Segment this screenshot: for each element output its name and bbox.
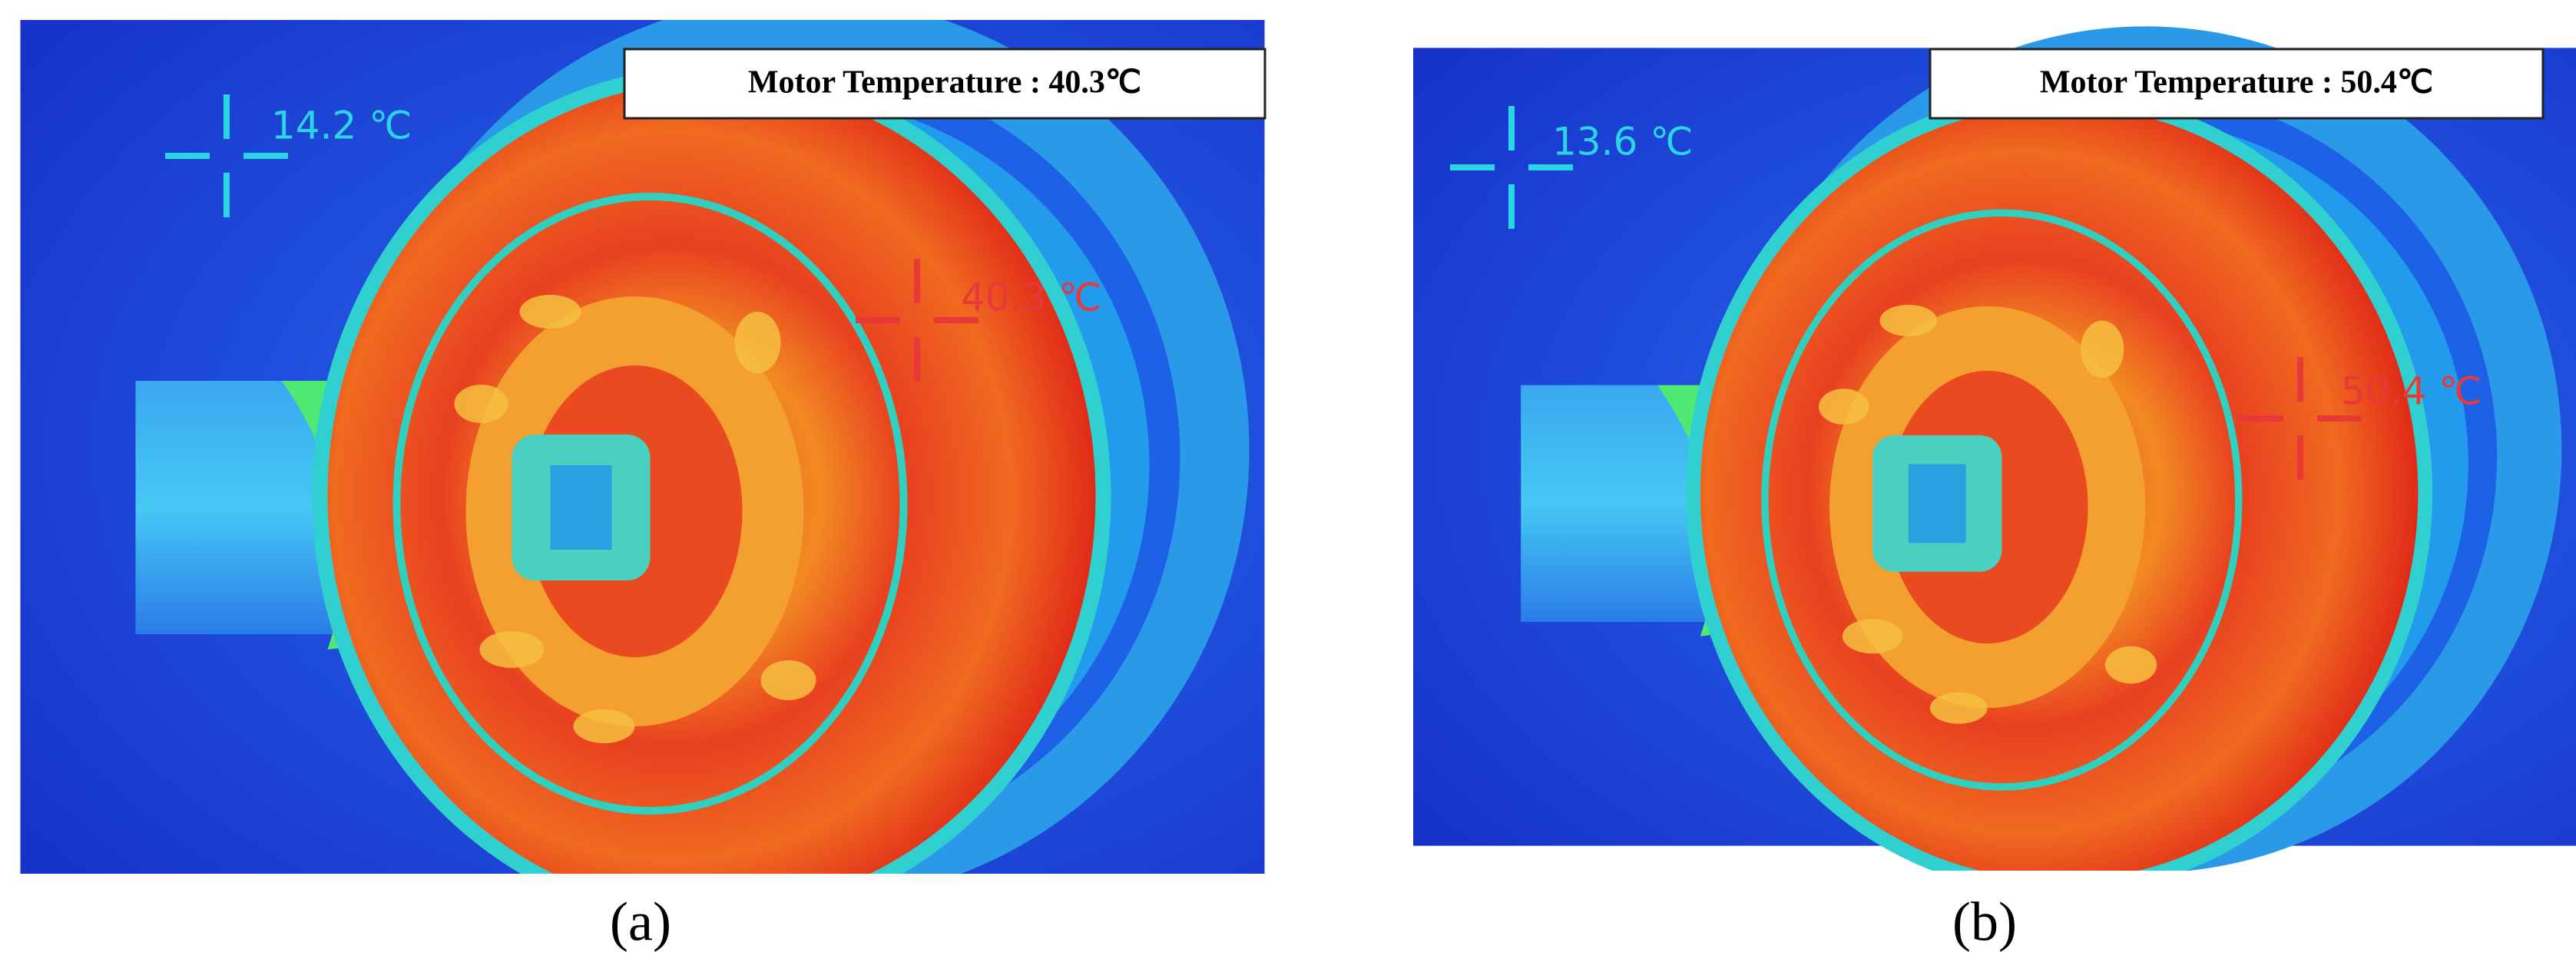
label-text: Motor Temperature : 50.4℃	[2040, 65, 2433, 101]
label-box	[623, 48, 1266, 120]
label-box	[1929, 48, 2545, 120]
caption: (b)	[1952, 891, 2017, 953]
thermal-image	[21, 0, 1265, 926]
cold-reading: 14.2 ℃	[271, 104, 412, 148]
label-text: Motor Temperature : 40.3℃	[748, 65, 1141, 101]
hot-reading: 40.3 ℃	[961, 276, 1101, 320]
caption: (a)	[610, 891, 671, 953]
cold-reading: 13.6 ℃	[1552, 120, 1693, 164]
hot-reading: 50.4 ℃	[2341, 369, 2482, 414]
